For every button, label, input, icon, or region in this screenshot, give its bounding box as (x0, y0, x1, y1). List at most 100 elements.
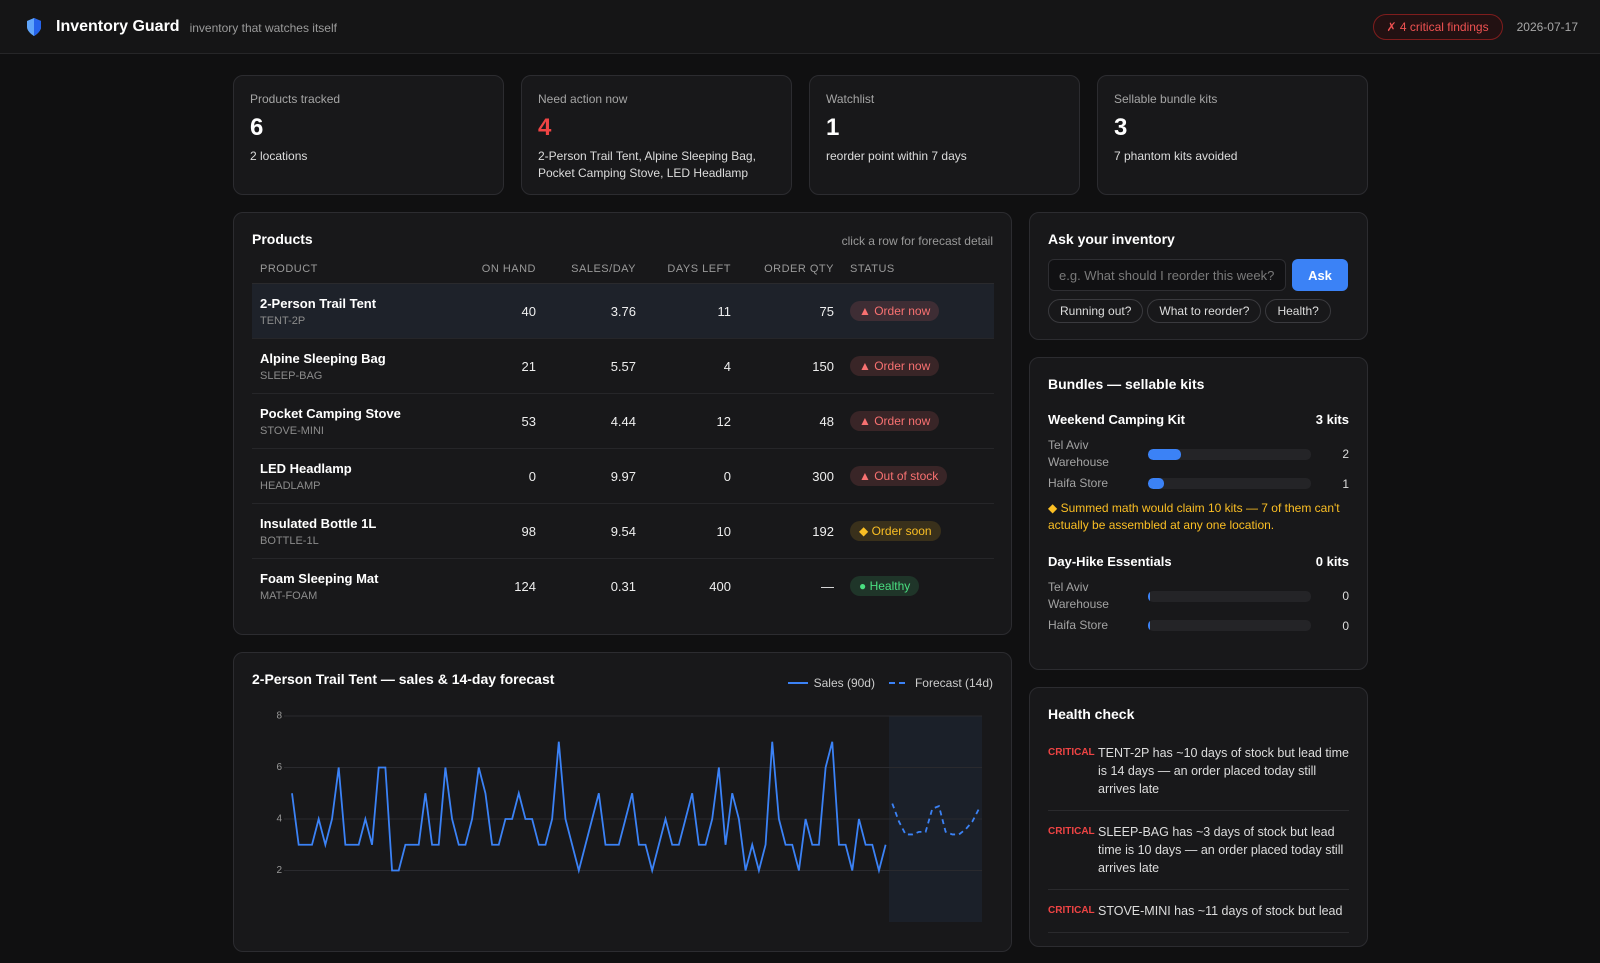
stat-label: Products tracked (250, 92, 341, 106)
days-left: 0 (644, 448, 739, 504)
shield-icon (27, 17, 41, 36)
thead: PRODUCT ON HAND SALES/DAY DAYS LEFT ORDER QT… (252, 263, 994, 284)
order-qty: 192 (739, 503, 842, 559)
days-left: 4 (644, 338, 739, 394)
kit-total: 3 kits (1315, 412, 1349, 427)
product-sku: SLEEP-BAG (260, 369, 323, 382)
health-item: CRITICAL TENT-2P has ~10 days of stock bu… (1048, 732, 1349, 811)
header-row: PRODUCT ON HAND SALES/DAY DAYS LEFT ORDER QT… (252, 263, 994, 284)
status-cell: ▲ Order now (842, 338, 994, 394)
location-name: Haifa Store (1048, 476, 1109, 490)
product-row[interactable]: Pocket Camping Stove STOVE-MINI 53 4.44 12 48… (252, 393, 994, 449)
status-badge: ▲ Out of stock (850, 466, 948, 486)
series-line (291, 741, 887, 875)
status-badge: ▲ Order now (850, 411, 940, 431)
location-bar (1148, 620, 1150, 631)
stat-detail: reorder point within 7 days (826, 149, 967, 163)
products-card: Products click a row for forecast detail P… (233, 212, 1012, 635)
date: 2026-07-17 (1516, 19, 1578, 34)
stat-card: Products tracked 6 2 locations (233, 75, 504, 195)
days-left: 12 (644, 393, 739, 449)
stat-label: Sellable bundle kits (1114, 92, 1218, 106)
order-qty: 150 (739, 338, 842, 394)
stat-value: 6 (250, 114, 264, 141)
header: Inventory Guard inventory that watches i… (0, 0, 1600, 54)
y-tick-label: 6 (276, 762, 282, 773)
sales-per-day: 4.44 (544, 393, 644, 449)
chart-title: 2-Person Trail Tent — sales & 14-day for… (252, 671, 555, 687)
status-badge: ▲ Order now (850, 356, 940, 376)
health-item: CRITICAL SLEEP-BAG has ~3 days of stock b… (1048, 811, 1349, 890)
legend-item: Forecast (14d) (888, 676, 993, 690)
stat-card: Need action now 4 2-Person Trail Tent, Alp… (521, 75, 792, 195)
location-row: Haifa Store 1 (1048, 475, 1349, 492)
legend-item: Sales (90d) (787, 676, 875, 690)
product-row[interactable]: Insulated Bottle 1L BOTTLE-1L 98 9.54 10 192 ◆… (252, 503, 994, 559)
chip[interactable]: Health? (1265, 299, 1331, 323)
location-row: Tel Aviv Warehouse 0 (1048, 579, 1349, 613)
product-row[interactable]: 2-Person Trail Tent TENT-2P 40 3.76 11 75 ▲ Or… (252, 283, 994, 339)
status-cell: ● Healthy (842, 559, 994, 614)
status-badge: ◆ Order soon (850, 521, 941, 541)
chart: 2 4 6 8 (276, 711, 982, 922)
product-cell: Insulated Bottle 1L BOTTLE-1L (252, 503, 452, 559)
bar-track (1148, 448, 1311, 460)
alert-pill[interactable]: ✗ 4 critical findings (1372, 13, 1503, 40)
health-text: TENT-2P has ~10 days of stock but lead t… (1098, 746, 1349, 796)
y-tick-label: 4 (276, 814, 282, 825)
sales-per-day: 5.57 (544, 338, 644, 394)
product-cell: Pocket Camping Stove STOVE-MINI (252, 393, 452, 449)
product-row[interactable]: Foam Sleeping Mat MAT-FOAM 124 0.31 400 — ● He… (252, 559, 994, 614)
chip[interactable]: Running out? (1048, 299, 1144, 323)
product-name: Insulated Bottle 1L (260, 515, 377, 531)
stat-value: 4 (538, 114, 552, 141)
product-row[interactable]: Alpine Sleeping Bag SLEEP-BAG 21 5.57 4 150 ▲ … (252, 338, 994, 394)
sales-per-day: 9.97 (544, 448, 644, 504)
ask-button[interactable]: Ask (1292, 259, 1348, 291)
location-name: Tel Aviv Warehouse (1048, 580, 1109, 611)
legend-label: Forecast (14d) (914, 676, 993, 690)
location-row: Tel Aviv Warehouse 2 (1048, 437, 1349, 471)
legend-label: Sales (90d) (813, 676, 875, 690)
order-qty: — (821, 578, 834, 594)
status-cell: ▲ Order now (842, 393, 994, 449)
location-value: 0 (1342, 618, 1349, 633)
ask-row: Ask (1048, 259, 1349, 291)
kit-header: Day-Hike Essentials 0 kits (1048, 554, 1349, 569)
column-header: DAYS LEFT (644, 263, 739, 284)
column-header: ON HAND (452, 263, 544, 284)
product-row[interactable]: LED Headlamp HEADLAMP 0 9.97 0 300 ▲ Out of st… (252, 448, 994, 504)
on-hand: 0 (452, 448, 544, 504)
product-name: Pocket Camping Stove (260, 405, 401, 421)
kit-note: ◆ Summed math would claim 10 kits — 7 of… (1048, 501, 1340, 532)
health-title: Health check (1048, 706, 1135, 722)
chip[interactable]: What to reorder? (1147, 299, 1262, 323)
tbody: 2-Person Trail Tent TENT-2P 40 3.76 11 75 ▲ Or… (252, 283, 994, 614)
series-line (891, 803, 980, 836)
ask-input[interactable] (1048, 259, 1286, 291)
legend-swatch (888, 682, 909, 684)
products-hint: click a row for forecast detail (841, 234, 993, 248)
location-bar (1148, 478, 1165, 489)
on-hand: 21 (452, 338, 544, 394)
sales-per-day: 3.76 (544, 283, 644, 339)
product-sku: TENT-2P (260, 314, 306, 327)
stat-value: 1 (826, 114, 840, 141)
product-name: Foam Sleeping Mat (260, 570, 379, 586)
order-qty: 300 (739, 448, 842, 504)
product-cell: Foam Sleeping Mat MAT-FOAM (252, 559, 452, 614)
health-level: CRITICAL (1048, 747, 1095, 758)
stat-label: Need action now (538, 92, 628, 106)
ask-card: Ask your inventory Ask Running out?What to… (1029, 212, 1368, 340)
product-sku: MAT-FOAM (260, 589, 318, 602)
kit-header: Weekend Camping Kit 3 kits (1048, 412, 1349, 427)
sales-per-day: 0.31 (610, 578, 636, 594)
y-tick-label: 2 (276, 865, 282, 876)
product-cell: LED Headlamp HEADLAMP (252, 448, 452, 504)
column-header: PRODUCT (252, 263, 452, 284)
location-bar (1148, 590, 1150, 602)
stat-card: Sellable bundle kits 3 7 phantom kits avoi… (1097, 75, 1368, 195)
product-name: Alpine Sleeping Bag (260, 350, 386, 366)
bar-track (1148, 590, 1311, 602)
